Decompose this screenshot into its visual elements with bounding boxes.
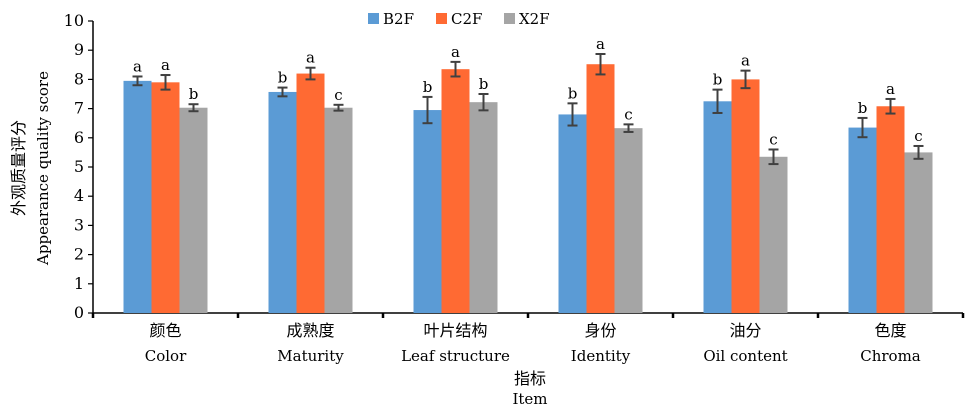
- legend-label-x2f: X2F: [519, 10, 550, 28]
- y-tick-label: 0: [74, 303, 84, 322]
- bar-b2f: [413, 110, 442, 313]
- significance-letter: c: [769, 130, 777, 148]
- significance-letter: b: [858, 99, 868, 117]
- y-tick-label: 7: [74, 99, 84, 118]
- y-tick-label: 5: [74, 157, 84, 176]
- significance-letter: a: [886, 80, 895, 98]
- y-tick-label: 8: [74, 69, 84, 88]
- y-tick-label: 2: [74, 245, 84, 264]
- category-label-cn: 身份: [584, 321, 616, 340]
- x-axis: [91, 312, 965, 318]
- bar-c2f: [586, 64, 615, 313]
- legend-swatch-c2f: [436, 13, 447, 24]
- y-tick-label: 3: [74, 215, 84, 234]
- bar-x2f: [614, 128, 643, 313]
- bar-b2f: [703, 101, 732, 313]
- error-bars: [132, 52, 924, 166]
- bar-b2f: [558, 114, 587, 313]
- legend-swatch-x2f: [504, 13, 515, 24]
- bars: [123, 64, 933, 314]
- bar-c2f: [296, 73, 325, 313]
- category-label-cn: 颜色: [149, 321, 181, 340]
- category-label-cn: 色度: [874, 321, 906, 340]
- significance-letter: c: [334, 86, 342, 104]
- significance-letter: b: [189, 85, 199, 103]
- bar-x2f: [759, 156, 788, 313]
- y-axis-label-en: Appearance quality score: [34, 71, 52, 266]
- category-label-cn: 成熟度: [286, 321, 334, 340]
- bar-b2f: [848, 127, 877, 313]
- significance-letter: a: [161, 56, 170, 74]
- bar-c2f: [731, 79, 760, 314]
- legend-swatch-b2f: [368, 13, 379, 24]
- category-label-cn: 油分: [729, 321, 761, 340]
- significance-letter: c: [914, 127, 922, 145]
- significance-letter: a: [306, 49, 315, 67]
- significance-letter: a: [741, 52, 750, 70]
- bar-x2f: [469, 102, 498, 314]
- legend: B2F C2F X2F: [368, 10, 550, 28]
- y-tick-label: 1: [74, 274, 84, 293]
- significance-letter: b: [479, 75, 489, 93]
- bar-b2f: [123, 80, 152, 313]
- category-labels: 颜色 Color 成熟度 Maturity 叶片结构 Leaf structure 身份 Id…: [145, 321, 921, 365]
- significance-letter: a: [133, 57, 142, 75]
- category-label-en: Oil content: [703, 347, 787, 365]
- significance-letter: c: [624, 105, 632, 123]
- bar-b2f: [268, 91, 297, 314]
- y-axis: 0 1 2 3 4 5 6 7 8 9 10: [64, 11, 94, 322]
- category-label-cn: 叶片结构: [423, 321, 487, 340]
- category-label-en: Maturity: [277, 347, 344, 365]
- y-tick-label: 10: [64, 11, 84, 30]
- significance-letter: b: [278, 69, 288, 87]
- legend-label-c2f: C2F: [451, 10, 482, 28]
- y-axis-label-cn: 外观质量评分: [9, 120, 28, 216]
- bar-c2f: [151, 82, 180, 313]
- significance-letter: b: [423, 78, 433, 96]
- category-label-en: Color: [145, 347, 187, 365]
- category-label-en: Leaf structure: [401, 347, 510, 365]
- significance-letter: b: [713, 71, 723, 89]
- y-tick-label: 6: [74, 128, 84, 147]
- bar-c2f: [876, 106, 905, 313]
- category-label-en: Identity: [571, 347, 631, 365]
- legend-label-b2f: B2F: [383, 10, 414, 28]
- category-label-en: Chroma: [860, 347, 921, 365]
- x-axis-label-en: Item: [512, 390, 547, 408]
- bar-x2f: [904, 152, 933, 313]
- bar-x2f: [179, 107, 208, 313]
- significance-letter: a: [596, 35, 605, 53]
- y-tick-label: 9: [74, 40, 84, 59]
- significance-letter: a: [451, 43, 460, 61]
- bar-x2f: [324, 107, 353, 313]
- bar-c2f: [441, 69, 470, 314]
- x-axis-label-cn: 指标: [514, 369, 546, 388]
- y-tick-label: 4: [74, 186, 84, 205]
- significance-letter: b: [568, 84, 578, 102]
